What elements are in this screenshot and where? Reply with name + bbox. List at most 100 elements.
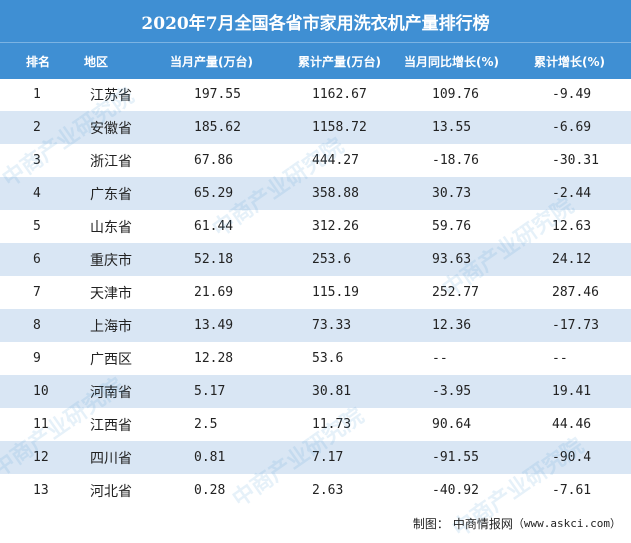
cell-monthly-yoy: -18.76 [432, 153, 479, 168]
cell-monthly-output: 65.29 [194, 186, 234, 201]
cell-cumulative-growth: -7.61 [552, 483, 592, 498]
cell-monthly-yoy: 93.63 [432, 252, 472, 267]
cell-monthly-yoy: 90.64 [432, 417, 472, 432]
table-row: 9 广西区 12.28 53.6 -- -- [0, 342, 631, 375]
cell-region: 江西省 [90, 417, 132, 434]
cell-region: 江苏省 [90, 87, 132, 104]
table-title: 2020年7月全国各省市家用洗衣机产量排行榜 [0, 0, 631, 42]
cell-rank: 10 [33, 384, 49, 399]
cell-rank: 1 [33, 87, 41, 102]
cell-monthly-output: 197.55 [194, 87, 241, 102]
cell-monthly-yoy: -- [432, 351, 448, 366]
table-row: 2 安徽省 185.62 1158.72 13.55 -6.69 [0, 111, 631, 144]
table-row: 1 江苏省 197.55 1162.67 109.76 -9.49 [0, 78, 631, 111]
cell-monthly-yoy: 252.77 [432, 285, 479, 300]
cell-region: 河南省 [90, 384, 132, 401]
header-region: 地区 [84, 54, 109, 69]
cell-rank: 11 [33, 417, 49, 432]
cell-rank: 8 [33, 318, 41, 333]
cell-region: 四川省 [90, 450, 132, 467]
cell-monthly-yoy: 12.36 [432, 318, 472, 333]
header-cumulative-growth: 累计增长(%) [534, 54, 605, 69]
cell-rank: 5 [33, 219, 41, 234]
table-row: 4 广东省 65.29 358.88 30.73 -2.44 [0, 177, 631, 210]
header-monthly-yoy: 当月同比增长(%) [404, 54, 499, 69]
cell-rank: 9 [33, 351, 41, 366]
cell-cumulative-growth: 19.41 [552, 384, 592, 399]
cell-monthly-yoy: 59.76 [432, 219, 472, 234]
table-row: 12 四川省 0.81 7.17 -91.55 -90.4 [0, 441, 631, 474]
cell-cumulative-growth: 24.12 [552, 252, 592, 267]
cell-cumulative-growth: -30.31 [552, 153, 599, 168]
cell-monthly-output: 13.49 [194, 318, 234, 333]
table-row: 11 江西省 2.5 11.73 90.64 44.46 [0, 408, 631, 441]
table-row: 7 天津市 21.69 115.19 252.77 287.46 [0, 276, 631, 309]
cell-monthly-output: 0.81 [194, 450, 226, 465]
cell-monthly-output: 61.44 [194, 219, 234, 234]
cell-cumulative-output: 253.6 [312, 252, 352, 267]
cell-cumulative-output: 30.81 [312, 384, 352, 399]
cell-cumulative-growth: -- [552, 351, 568, 366]
cell-monthly-yoy: 109.76 [432, 87, 479, 102]
cell-region: 安徽省 [90, 120, 132, 137]
cell-monthly-yoy: 30.73 [432, 186, 472, 201]
cell-cumulative-output: 444.27 [312, 153, 359, 168]
cell-monthly-output: 185.62 [194, 120, 241, 135]
cell-cumulative-output: 1158.72 [312, 120, 367, 135]
cell-region: 广西区 [90, 351, 132, 368]
cell-cumulative-output: 73.33 [312, 318, 352, 333]
cell-cumulative-output: 11.73 [312, 417, 352, 432]
cell-region: 河北省 [90, 483, 132, 500]
cell-monthly-yoy: -40.92 [432, 483, 479, 498]
table-row: 6 重庆市 52.18 253.6 93.63 24.12 [0, 243, 631, 276]
cell-region: 山东省 [90, 219, 132, 236]
cell-rank: 13 [33, 483, 49, 498]
cell-monthly-output: 67.86 [194, 153, 234, 168]
credit-url: （www.askci.com） [512, 517, 621, 530]
cell-monthly-yoy: 13.55 [432, 120, 472, 135]
cell-cumulative-growth: -90.4 [552, 450, 592, 465]
cell-monthly-yoy: -91.55 [432, 450, 479, 465]
header-rank: 排名 [26, 54, 51, 69]
credit-label: 制图： [412, 516, 449, 531]
cell-cumulative-growth: -9.49 [552, 87, 592, 102]
cell-cumulative-output: 358.88 [312, 186, 359, 201]
source-credit: 制图： 中商情报网 （www.askci.com） [413, 512, 621, 534]
cell-rank: 6 [33, 252, 41, 267]
cell-monthly-output: 52.18 [194, 252, 234, 267]
cell-cumulative-output: 312.26 [312, 219, 359, 234]
cell-monthly-output: 2.5 [194, 417, 218, 432]
cell-rank: 7 [33, 285, 41, 300]
cell-cumulative-output: 2.63 [312, 483, 344, 498]
cell-region: 天津市 [90, 285, 132, 302]
table-row: 5 山东省 61.44 312.26 59.76 12.63 [0, 210, 631, 243]
cell-region: 上海市 [90, 318, 132, 335]
cell-cumulative-growth: 287.46 [552, 285, 599, 300]
header-monthly-output: 当月产量(万台) [170, 54, 253, 69]
cell-region: 浙江省 [90, 153, 132, 170]
cell-rank: 2 [33, 120, 41, 135]
table-row: 10 河南省 5.17 30.81 -3.95 19.41 [0, 375, 631, 408]
table-row: 3 浙江省 67.86 444.27 -18.76 -30.31 [0, 144, 631, 177]
cell-cumulative-output: 115.19 [312, 285, 359, 300]
table-row: 8 上海市 13.49 73.33 12.36 -17.73 [0, 309, 631, 342]
cell-monthly-output: 0.28 [194, 483, 226, 498]
cell-rank: 4 [33, 186, 41, 201]
cell-cumulative-growth: -6.69 [552, 120, 592, 135]
cell-cumulative-growth: 12.63 [552, 219, 592, 234]
cell-region: 重庆市 [90, 252, 132, 269]
cell-cumulative-growth: 44.46 [552, 417, 592, 432]
cell-rank: 3 [33, 153, 41, 168]
cell-monthly-output: 5.17 [194, 384, 226, 399]
cell-cumulative-output: 1162.67 [312, 87, 367, 102]
cell-rank: 12 [33, 450, 49, 465]
table-row: 13 河北省 0.28 2.63 -40.92 -7.61 [0, 474, 631, 507]
table-header: 排名 地区 当月产量(万台) 累计产量(万台) 当月同比增长(%) 累计增长(%… [0, 42, 631, 79]
credit-source: 中商情报网 [452, 516, 513, 531]
cell-cumulative-output: 53.6 [312, 351, 344, 366]
cell-monthly-yoy: -3.95 [432, 384, 472, 399]
cell-cumulative-output: 7.17 [312, 450, 344, 465]
header-cumulative-output: 累计产量(万台) [298, 54, 381, 69]
cell-monthly-output: 12.28 [194, 351, 234, 366]
cell-cumulative-growth: -2.44 [552, 186, 592, 201]
